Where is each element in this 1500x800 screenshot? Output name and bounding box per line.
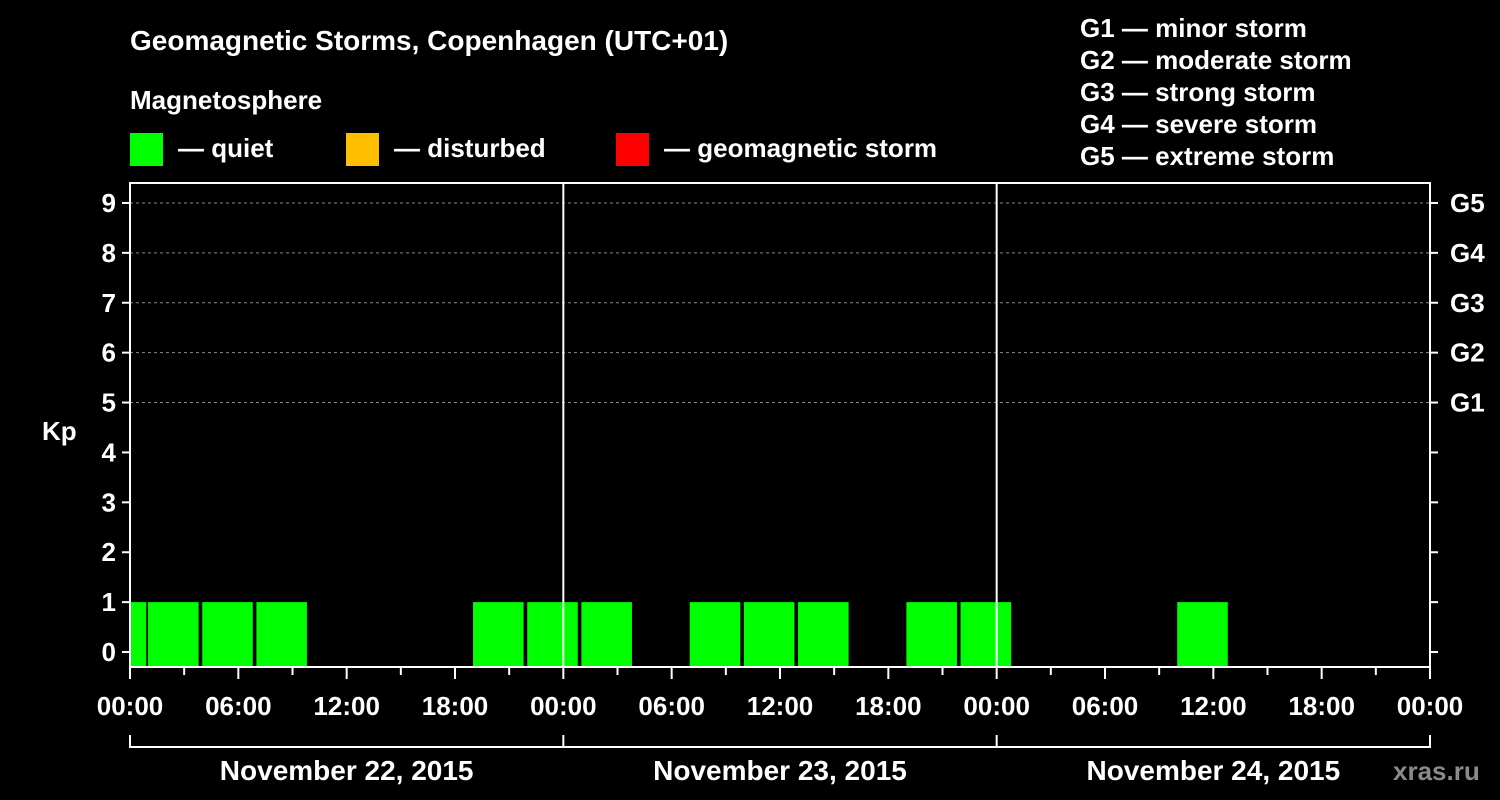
storm-scale-g1: G1 — minor storm [1080,13,1307,43]
storm-level-label-g4: G4 [1450,238,1485,268]
legend-swatch-storm [616,133,649,166]
kp-bar-9 [798,602,849,667]
y-tick-label: 9 [102,188,116,218]
x-tick-label: 00:00 [530,691,597,721]
legend-label-quiet: — quiet [178,133,274,163]
plot-area: 0 1 2 3 4 5 6 7 8 9 G1 G2 G3 G4 G5 00:00 06:00 12:00 18:00… [97,182,1485,786]
y-axis-label: Kp [42,416,77,446]
x-tick-label: 18:00 [1288,691,1355,721]
kp-bar-10 [906,602,957,667]
x-tick-label: 12:00 [313,691,380,721]
date-label: November 24, 2015 [1086,755,1340,786]
x-tick-label: 06:00 [638,691,705,721]
y-tick-label: 5 [102,388,116,418]
storm-scale-g2: G2 — moderate storm [1080,45,1352,75]
y-tick-label: 2 [102,537,116,567]
x-tick-label: 12:00 [1180,691,1247,721]
x-tick-label: 12:00 [747,691,814,721]
kp-bar-7 [689,602,741,667]
y-tick-label: 0 [102,637,116,667]
kp-bar-4 [473,602,524,667]
x-tick-label: 06:00 [1072,691,1139,721]
kp-bar-8 [743,602,795,667]
x-tick-label: 06:00 [205,691,272,721]
legend-label-disturbed: — disturbed [394,133,546,163]
y-tick-label: 8 [102,238,116,268]
storm-scale-g3: G3 — strong storm [1080,77,1315,107]
y-tick-label: 1 [102,587,116,617]
plot-frame [129,182,1431,668]
watermark: xras.ru [1393,756,1480,786]
date-label: November 23, 2015 [653,755,907,786]
chart-title: Geomagnetic Storms, Copenhagen (UTC+01) [130,25,728,56]
x-tick-label: 18:00 [422,691,489,721]
legend-swatch-quiet [130,133,163,166]
kp-bar-2 [202,602,253,667]
legend-heading: Magnetosphere [130,85,322,115]
storm-scale-g4: G4 — severe storm [1080,109,1317,139]
y-tick-label: 3 [102,487,116,517]
kp-bar-6 [581,602,632,667]
x-tick-label: 00:00 [97,691,164,721]
legend-swatch-disturbed [346,133,379,166]
x-tick-label: 00:00 [1397,691,1464,721]
storm-scale-g5: G5 — extreme storm [1080,141,1334,171]
y-tick-label: 7 [102,288,116,318]
kp-bar-3 [256,602,307,667]
x-tick-label: 18:00 [855,691,922,721]
kp-bar-0 [130,602,147,667]
date-label: November 22, 2015 [220,755,474,786]
kp-bar-11 [960,602,1012,667]
kp-bar-5 [527,602,578,667]
x-tick-label: 00:00 [963,691,1030,721]
y-tick-label: 4 [102,437,117,467]
kp-bar-1 [148,602,199,667]
storm-level-label-g1: G1 [1450,388,1485,418]
legend-label-storm: — geomagnetic storm [664,133,937,163]
storm-level-label-g5: G5 [1450,188,1485,218]
kp-bar-12 [1177,602,1228,667]
storm-level-label-g2: G2 [1450,338,1485,368]
y-tick-label: 6 [102,338,116,368]
storm-level-label-g3: G3 [1450,288,1485,318]
